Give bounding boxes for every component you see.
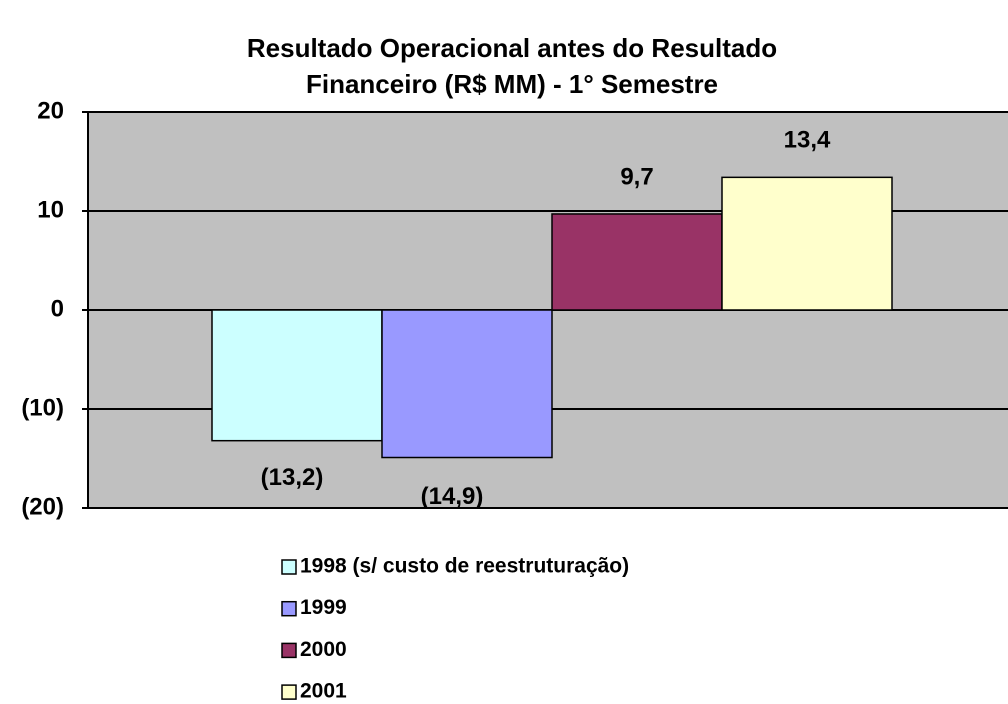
chart-title: Financeiro (R$ MM) - 1° Semestre [306,69,718,99]
legend-swatch [281,684,297,700]
legend-label: 2000 [300,638,347,661]
data-label: 13,4 [784,127,831,154]
y-tick-label: 10 [37,196,64,223]
data-label: 9,7 [620,163,653,190]
legend-swatch [281,642,297,659]
bar [721,176,893,311]
data-label: (13,2) [261,464,324,491]
chart-title: Resultado Operacional antes do Resultado [247,33,777,63]
legend-swatch [281,600,297,617]
legend-label: 1998 (s/ custo de reestruturação) [300,555,629,578]
legend-swatch [281,559,297,575]
y-tick-label: (10) [21,394,64,421]
bar [211,309,383,442]
data-label: (14,9) [421,483,484,510]
bar [381,309,553,459]
legend-label: 1999 [300,596,347,619]
y-tick-label: (20) [21,493,64,520]
legend-label: 2001 [300,680,347,703]
y-tick-label: 0 [51,295,64,322]
y-tick-label: 20 [37,97,64,124]
bar [551,213,723,311]
